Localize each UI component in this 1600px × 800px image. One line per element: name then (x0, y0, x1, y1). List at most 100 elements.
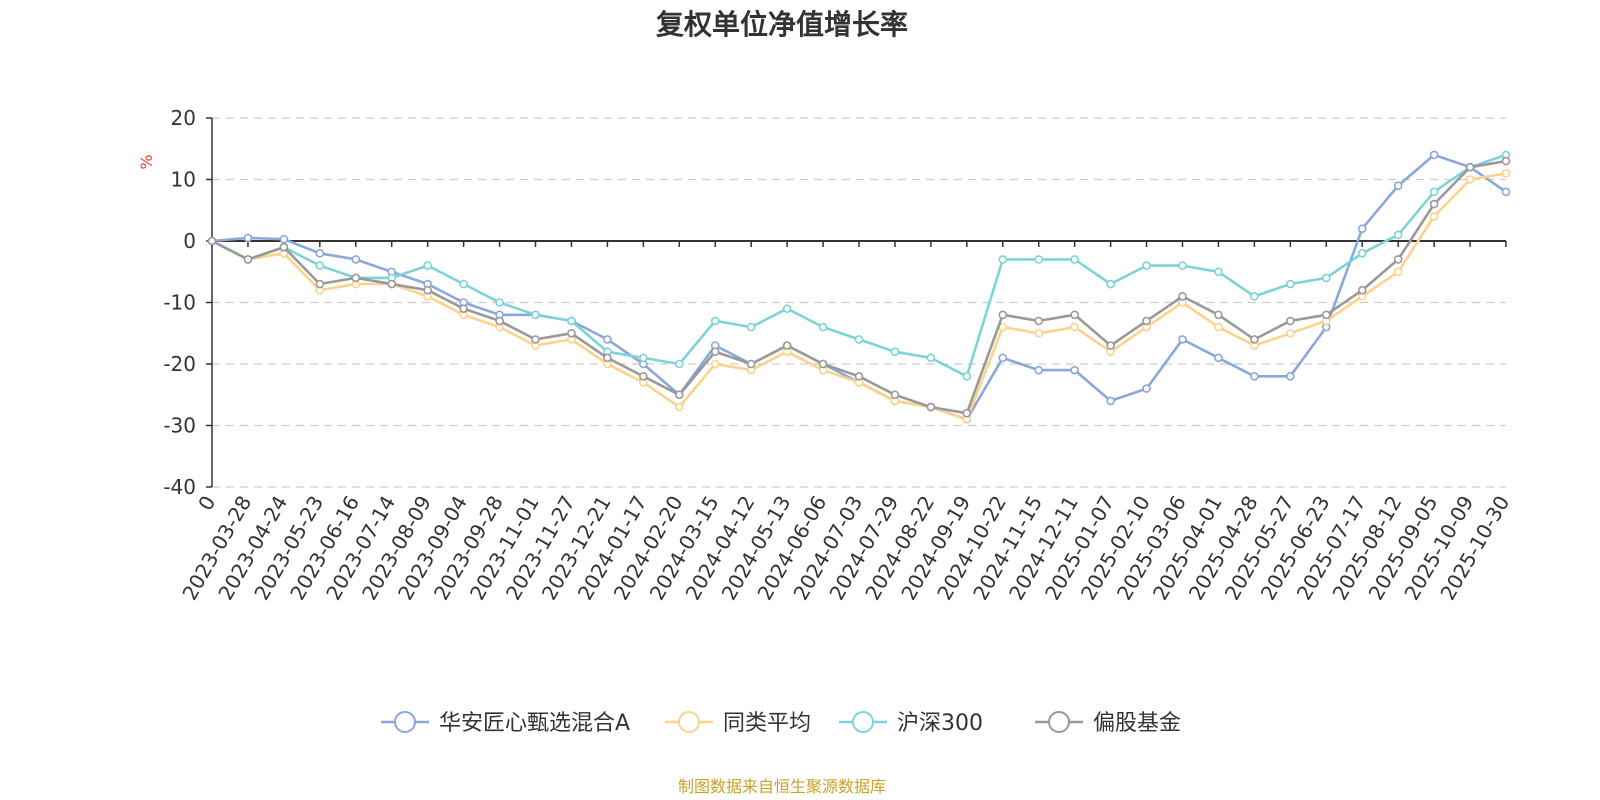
data-point (1034, 328, 1044, 338)
data-point (1429, 212, 1439, 221)
data-point (710, 347, 720, 357)
legend: 华安匠心甄选混合A 同类平均 沪深300 偏股基金 (381, 711, 1181, 736)
data-point (207, 236, 217, 246)
data-point (1070, 255, 1079, 264)
legend-marker (852, 711, 874, 733)
data-point (1321, 273, 1331, 283)
legend-item-label: 沪深300 (897, 711, 983, 736)
data-point (1465, 175, 1475, 184)
data-point (1034, 316, 1044, 326)
data-point (1357, 249, 1367, 258)
data-point (1465, 162, 1475, 172)
data-point (351, 255, 361, 264)
data-point (1429, 199, 1439, 209)
data-point (423, 285, 432, 295)
data-point (782, 341, 792, 350)
y-tick-label: -10 (163, 291, 196, 315)
data-point (1393, 267, 1403, 277)
data-point (459, 304, 468, 313)
data-point (1286, 371, 1295, 381)
data-point (998, 255, 1008, 264)
data-point (1142, 384, 1151, 393)
legend-marker (394, 711, 416, 733)
data-point (351, 273, 361, 283)
data-point (315, 279, 325, 289)
data-point (1106, 341, 1115, 350)
legend-marker (1048, 711, 1070, 733)
data-point (639, 371, 648, 381)
data-point (674, 402, 684, 412)
data-point (998, 353, 1008, 363)
legend-marker (678, 711, 700, 733)
data-point (1070, 310, 1079, 320)
data-point (674, 390, 684, 400)
data-point (1501, 169, 1511, 178)
data-point (495, 316, 504, 326)
data-point (423, 261, 432, 270)
data-point (710, 359, 720, 369)
data-point (890, 347, 900, 357)
data-point (1501, 187, 1511, 197)
data-point (243, 233, 253, 243)
data-point (1357, 224, 1367, 233)
data-point (495, 298, 504, 307)
data-point (567, 316, 576, 326)
data-point (1214, 267, 1223, 277)
data-point (459, 279, 468, 289)
y-axis-ticks: 20 10 0 -10 -20 -30 -40 (163, 106, 212, 499)
data-point (243, 255, 253, 264)
data-point (746, 322, 756, 332)
legend-item-label: 同类平均 (723, 711, 811, 736)
legend-item-label: 偏股基金 (1093, 711, 1181, 736)
y-tick-label: 20 (171, 106, 196, 130)
data-source-note: 制图数据来自恒生聚源数据库 (678, 777, 886, 796)
data-point (1501, 156, 1511, 166)
y-tick-label: -30 (163, 414, 196, 438)
gridlines (212, 117, 1506, 488)
data-point (1393, 255, 1403, 264)
data-point (531, 335, 540, 344)
data-point (1034, 255, 1044, 264)
data-point (279, 242, 289, 252)
data-point (710, 316, 720, 326)
x-tick-label: 0 (193, 492, 220, 515)
data-point (1357, 285, 1367, 295)
data-point (1214, 353, 1223, 363)
y-tick-label: -20 (163, 352, 196, 376)
y-tick-label: 0 (183, 229, 196, 253)
y-tick-label: -40 (163, 475, 196, 499)
data-point (818, 322, 828, 332)
data-point (1178, 261, 1187, 270)
data-point (674, 359, 684, 369)
data-point (1393, 230, 1403, 240)
data-point (1070, 365, 1079, 375)
y-tick-label: 10 (171, 168, 196, 192)
data-point (962, 408, 972, 418)
data-point (1070, 322, 1079, 332)
data-point (818, 359, 828, 369)
series-lines (207, 150, 1511, 424)
data-point (1142, 261, 1151, 270)
data-point (567, 328, 576, 338)
data-point (926, 353, 936, 363)
data-point (854, 371, 864, 381)
data-point (1142, 316, 1151, 326)
data-point (890, 390, 900, 400)
data-point (1393, 181, 1403, 190)
data-point (1286, 328, 1295, 338)
axes (211, 118, 1506, 487)
data-point (1250, 371, 1259, 381)
data-point (1106, 396, 1115, 406)
data-point (279, 234, 289, 244)
chart-title: 复权单位净值增长率 (656, 8, 908, 41)
y-axis-label: % (137, 154, 156, 169)
data-point (1034, 365, 1044, 375)
data-point (315, 261, 325, 270)
data-point (387, 279, 397, 289)
data-point (782, 304, 792, 313)
legend-item-label: 华安匠心甄选混合A (439, 711, 630, 736)
data-point (854, 335, 864, 344)
data-point (639, 353, 648, 363)
data-point (531, 310, 540, 320)
data-point (1429, 187, 1439, 197)
